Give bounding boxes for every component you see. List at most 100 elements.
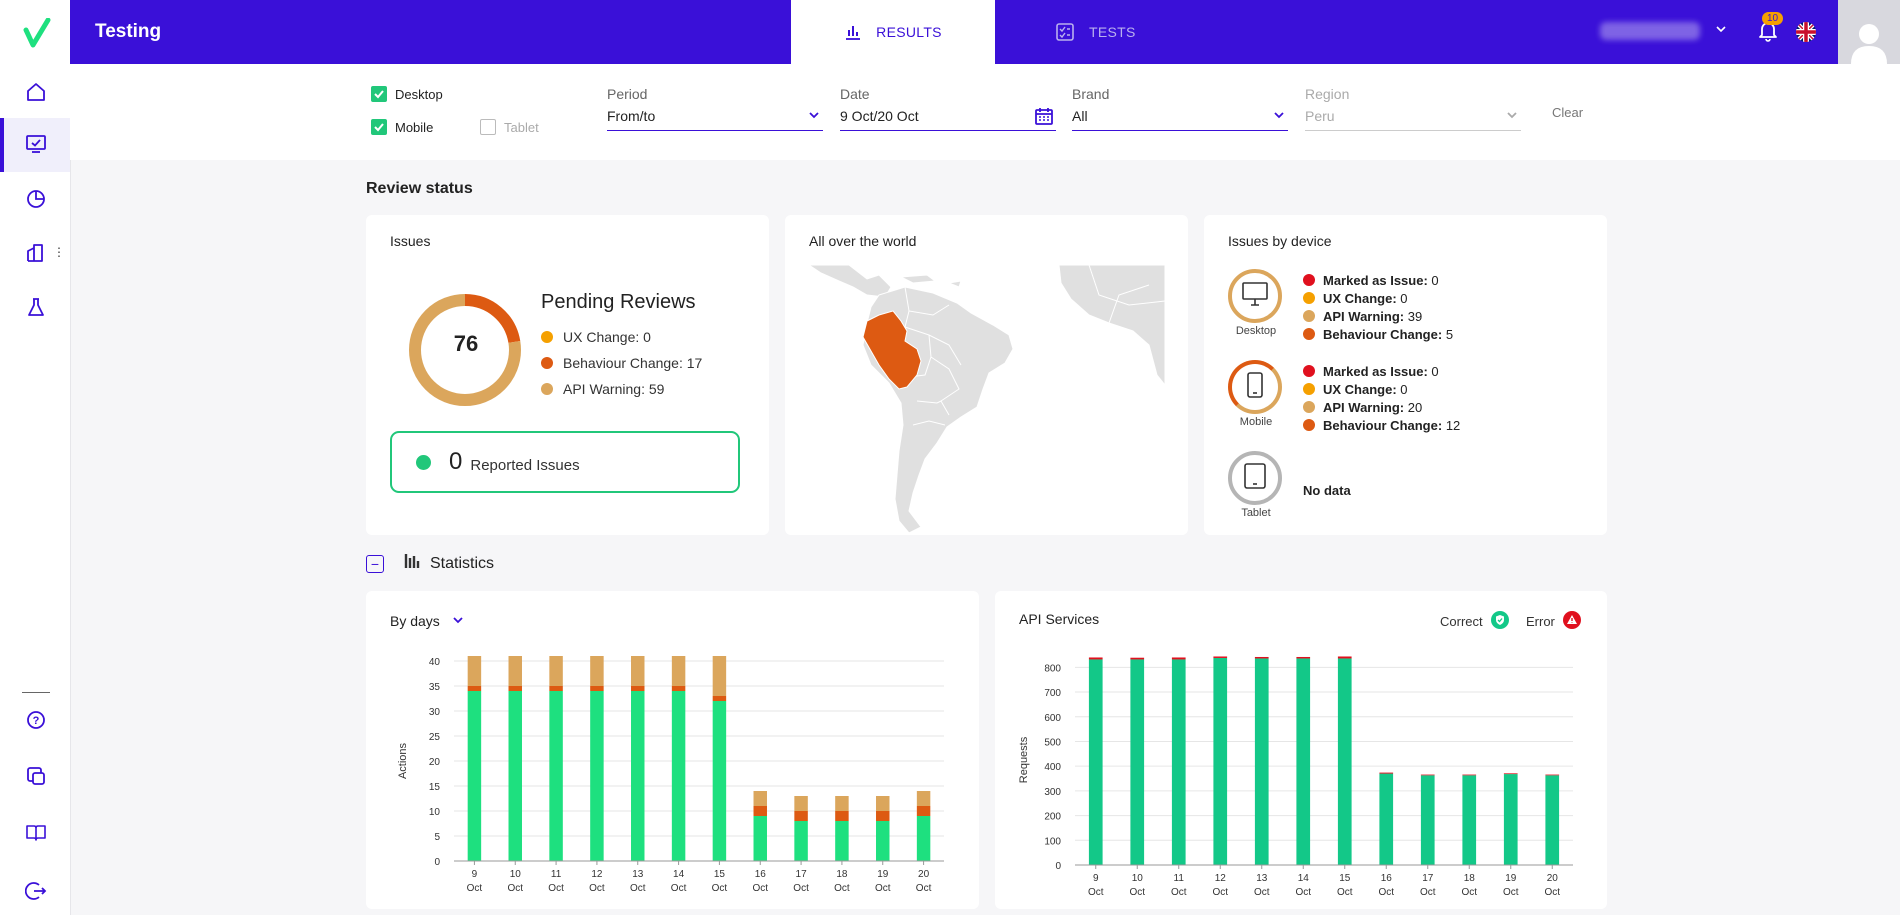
bar-segment[interactable] [631, 691, 645, 861]
bar-segment[interactable] [1462, 775, 1477, 865]
bar-segment[interactable] [916, 791, 931, 806]
bar-segment[interactable] [467, 691, 482, 861]
buildings-icon[interactable] [23, 240, 49, 266]
bar-segment[interactable] [1254, 658, 1269, 865]
device-mobile[interactable]: Mobile [1228, 360, 1284, 428]
device-desktop[interactable]: Desktop [1228, 269, 1284, 337]
bar-segment[interactable] [1213, 656, 1228, 658]
bar-segment[interactable] [835, 821, 849, 861]
by-days-dropdown[interactable]: By days [390, 613, 464, 629]
bar-segment[interactable] [753, 806, 767, 816]
tab-results[interactable]: RESULTS [791, 0, 995, 64]
bar-segment[interactable] [1171, 657, 1186, 660]
bar-segment[interactable] [467, 656, 482, 686]
bar-segment[interactable] [1545, 775, 1560, 865]
desktop-checkbox[interactable]: Desktop [371, 86, 443, 102]
bar-segment[interactable] [590, 691, 604, 861]
bar-segment[interactable] [631, 656, 645, 686]
bar-segment[interactable] [1503, 774, 1518, 865]
uk-flag-icon[interactable] [1796, 22, 1816, 42]
bar-segment[interactable] [467, 686, 482, 691]
bar-segment[interactable] [671, 656, 686, 686]
bar-segment[interactable] [631, 686, 645, 691]
tablet-checkbox[interactable]: Tablet [480, 119, 539, 135]
bar-segment[interactable] [1130, 657, 1145, 660]
user-avatar[interactable] [1838, 0, 1900, 64]
bar-segment[interactable] [508, 686, 522, 691]
bar-segment[interactable] [1254, 656, 1269, 659]
period-select[interactable]: Period From/to [607, 86, 823, 131]
x-tick-label: 16 [1381, 873, 1393, 884]
bar-segment[interactable] [753, 816, 767, 861]
bar-segment[interactable] [753, 791, 767, 806]
bar-segment[interactable] [671, 691, 686, 861]
bar-segment[interactable] [794, 821, 808, 861]
bar-segment[interactable] [508, 691, 522, 861]
organization-selector[interactable] [1600, 22, 1700, 40]
bar-segment[interactable] [590, 686, 604, 691]
bar-segment[interactable] [1379, 773, 1394, 865]
flask-icon[interactable] [23, 294, 49, 320]
y-tick-label: 15 [429, 782, 441, 793]
bar-segment[interactable] [712, 656, 727, 696]
bar-segment[interactable] [835, 796, 849, 811]
bar-segment[interactable] [1213, 657, 1228, 865]
device-tablet[interactable]: Tablet [1228, 451, 1284, 519]
bar-segment[interactable] [671, 686, 686, 691]
bar-segment[interactable] [876, 821, 890, 861]
bar-segment[interactable] [712, 701, 727, 861]
tab-tests[interactable]: TESTS [1055, 0, 1136, 64]
app-logo[interactable] [22, 17, 52, 48]
bar-segment[interactable] [712, 696, 727, 701]
help-icon[interactable]: ? [23, 707, 49, 733]
mobile-checkbox[interactable]: Mobile [371, 119, 433, 135]
bar-segment[interactable] [916, 806, 931, 816]
collapse-statistics-button[interactable]: − [366, 554, 384, 573]
bar-segment[interactable] [1088, 657, 1103, 660]
results-monitor-icon[interactable] [23, 131, 49, 157]
issues-by-device-title: Issues by device [1228, 233, 1332, 249]
bar-segment[interactable] [1420, 774, 1435, 776]
logout-icon[interactable] [23, 878, 49, 904]
book-icon[interactable] [23, 819, 49, 845]
donut-segment-2[interactable] [409, 294, 521, 406]
home-icon[interactable] [23, 79, 49, 105]
bar-segment[interactable] [508, 656, 522, 686]
calendar-icon[interactable] [1034, 106, 1054, 129]
bar-segment[interactable] [1503, 773, 1518, 775]
bar-segment[interactable] [1337, 656, 1352, 659]
date-picker[interactable]: Date 9 Oct/20 Oct [840, 86, 1056, 131]
bar-segment[interactable] [1088, 659, 1103, 865]
bar-segment[interactable] [590, 656, 604, 686]
bar-segment[interactable] [876, 811, 890, 821]
bar-segment[interactable] [794, 796, 808, 811]
reported-issues-button[interactable]: 0 Reported Issues [390, 431, 740, 493]
bar-segment[interactable] [916, 816, 931, 861]
bar-segment[interactable] [794, 811, 808, 821]
bar-segment[interactable] [1171, 659, 1186, 865]
more-options-icon[interactable]: ⋮ [53, 245, 65, 259]
bar-segment[interactable] [876, 796, 890, 811]
bar-segment[interactable] [549, 686, 563, 691]
bar-segment[interactable] [549, 691, 563, 861]
bar-segment[interactable] [1296, 658, 1311, 865]
bar-segment[interactable] [1296, 656, 1311, 659]
behaviour-change-dot [541, 357, 553, 369]
bar-segment[interactable] [1462, 774, 1477, 776]
bar-segment[interactable] [835, 811, 849, 821]
bar-segment[interactable] [1337, 658, 1352, 865]
south-america-map[interactable] [809, 265, 1165, 535]
bar-segment[interactable] [1379, 772, 1394, 774]
bar-segment[interactable] [549, 656, 563, 686]
x-tick-sublabel: Oct [1254, 887, 1270, 898]
desktop-marked-row: Marked as Issue: 0 [1303, 271, 1453, 289]
bar-segment[interactable] [1420, 775, 1435, 865]
brand-select[interactable]: Brand All [1072, 86, 1288, 131]
bar-segment[interactable] [1130, 659, 1145, 865]
support-icon[interactable] [23, 763, 49, 789]
pie-chart-icon[interactable] [23, 186, 49, 212]
region-select[interactable]: Region Peru [1305, 86, 1521, 131]
bar-segment[interactable] [1545, 774, 1560, 776]
chevron-down-icon[interactable] [1715, 22, 1727, 40]
clear-filters-button[interactable]: Clear [1552, 105, 1584, 120]
